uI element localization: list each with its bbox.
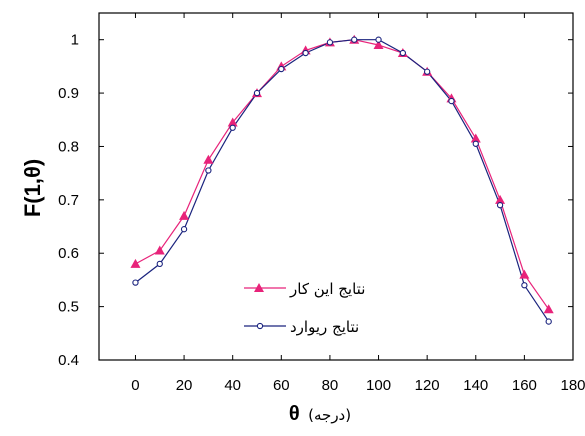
data-point-circle [496,202,504,209]
y-tick-label: 0.7 [58,192,79,209]
data-point-triangle [519,269,530,279]
legend-label-reward: نتایج ریوارد [290,318,359,336]
data-point-triangle [203,154,214,164]
data-point-circle [278,65,285,73]
x-axis-unit: (درجه) [308,406,351,424]
series-lines [135,39,550,322]
series-line-0 [135,39,550,310]
x-tick-label: 160 [512,377,537,394]
data-point-triangle [130,258,141,268]
data-point-triangle [470,133,481,143]
x-tick-label: 100 [366,377,391,394]
axis-ticks: 0 20 40 60 80 100 120 140 160 180 0.4 0.5 0.6 0.7 0.8 0… [58,13,585,394]
x-tick-label: 40 [224,377,241,394]
y-axis-title: F(1,θ) [20,159,45,217]
y-tick-label: 0.4 [58,352,79,369]
data-point-circle [424,68,431,75]
y-tick-label: 0.9 [58,85,79,102]
legend-marker-this-work [254,283,264,292]
x-tick-label: 20 [176,377,193,394]
data-point-triangle [227,117,238,127]
y-tick-label: 1 [71,32,79,49]
data-point-circle [472,140,479,147]
x-tick-label: 180 [560,377,585,394]
data-point-triangle [495,194,506,204]
y-tick-label: 0.5 [58,299,79,316]
x-tick-label: 80 [322,377,339,394]
data-point-circle [253,89,261,97]
data-point-triangle [179,210,190,220]
data-point-circle [302,49,309,57]
data-point-circle [132,279,139,286]
data-point-circle [399,49,406,57]
data-point-circle [545,318,552,325]
x-tick-label: 60 [273,377,290,394]
data-point-triangle [543,304,554,314]
x-axis-symbol: θ [289,403,300,425]
data-point-circle [521,282,528,289]
series-markers [130,34,554,325]
data-point-circle [205,167,212,174]
data-point-circle [448,97,455,105]
data-point-circle [351,36,358,43]
data-point-circle [229,124,236,131]
legend: نتایج این کار نتایج ریوارد [244,280,365,336]
x-tick-label: 120 [415,377,440,394]
data-point-circle [326,39,334,46]
plot-frame [98,12,574,361]
data-point-circle [180,226,188,233]
series-line-1 [135,39,550,322]
x-tick-label: 140 [463,377,488,394]
legend-label-this-work: نتایج این کار [289,280,365,298]
data-point-circle [156,260,163,268]
y-tick-label: 0.6 [58,245,79,262]
legend-marker-reward [256,322,264,330]
data-point-triangle [373,40,384,50]
data-point-triangle [154,245,165,255]
y-tick-label: 0.8 [58,138,79,155]
x-tick-label: 0 [131,377,139,394]
x-axis-title: θ (درجه) [289,403,351,425]
data-point-circle [375,36,382,43]
